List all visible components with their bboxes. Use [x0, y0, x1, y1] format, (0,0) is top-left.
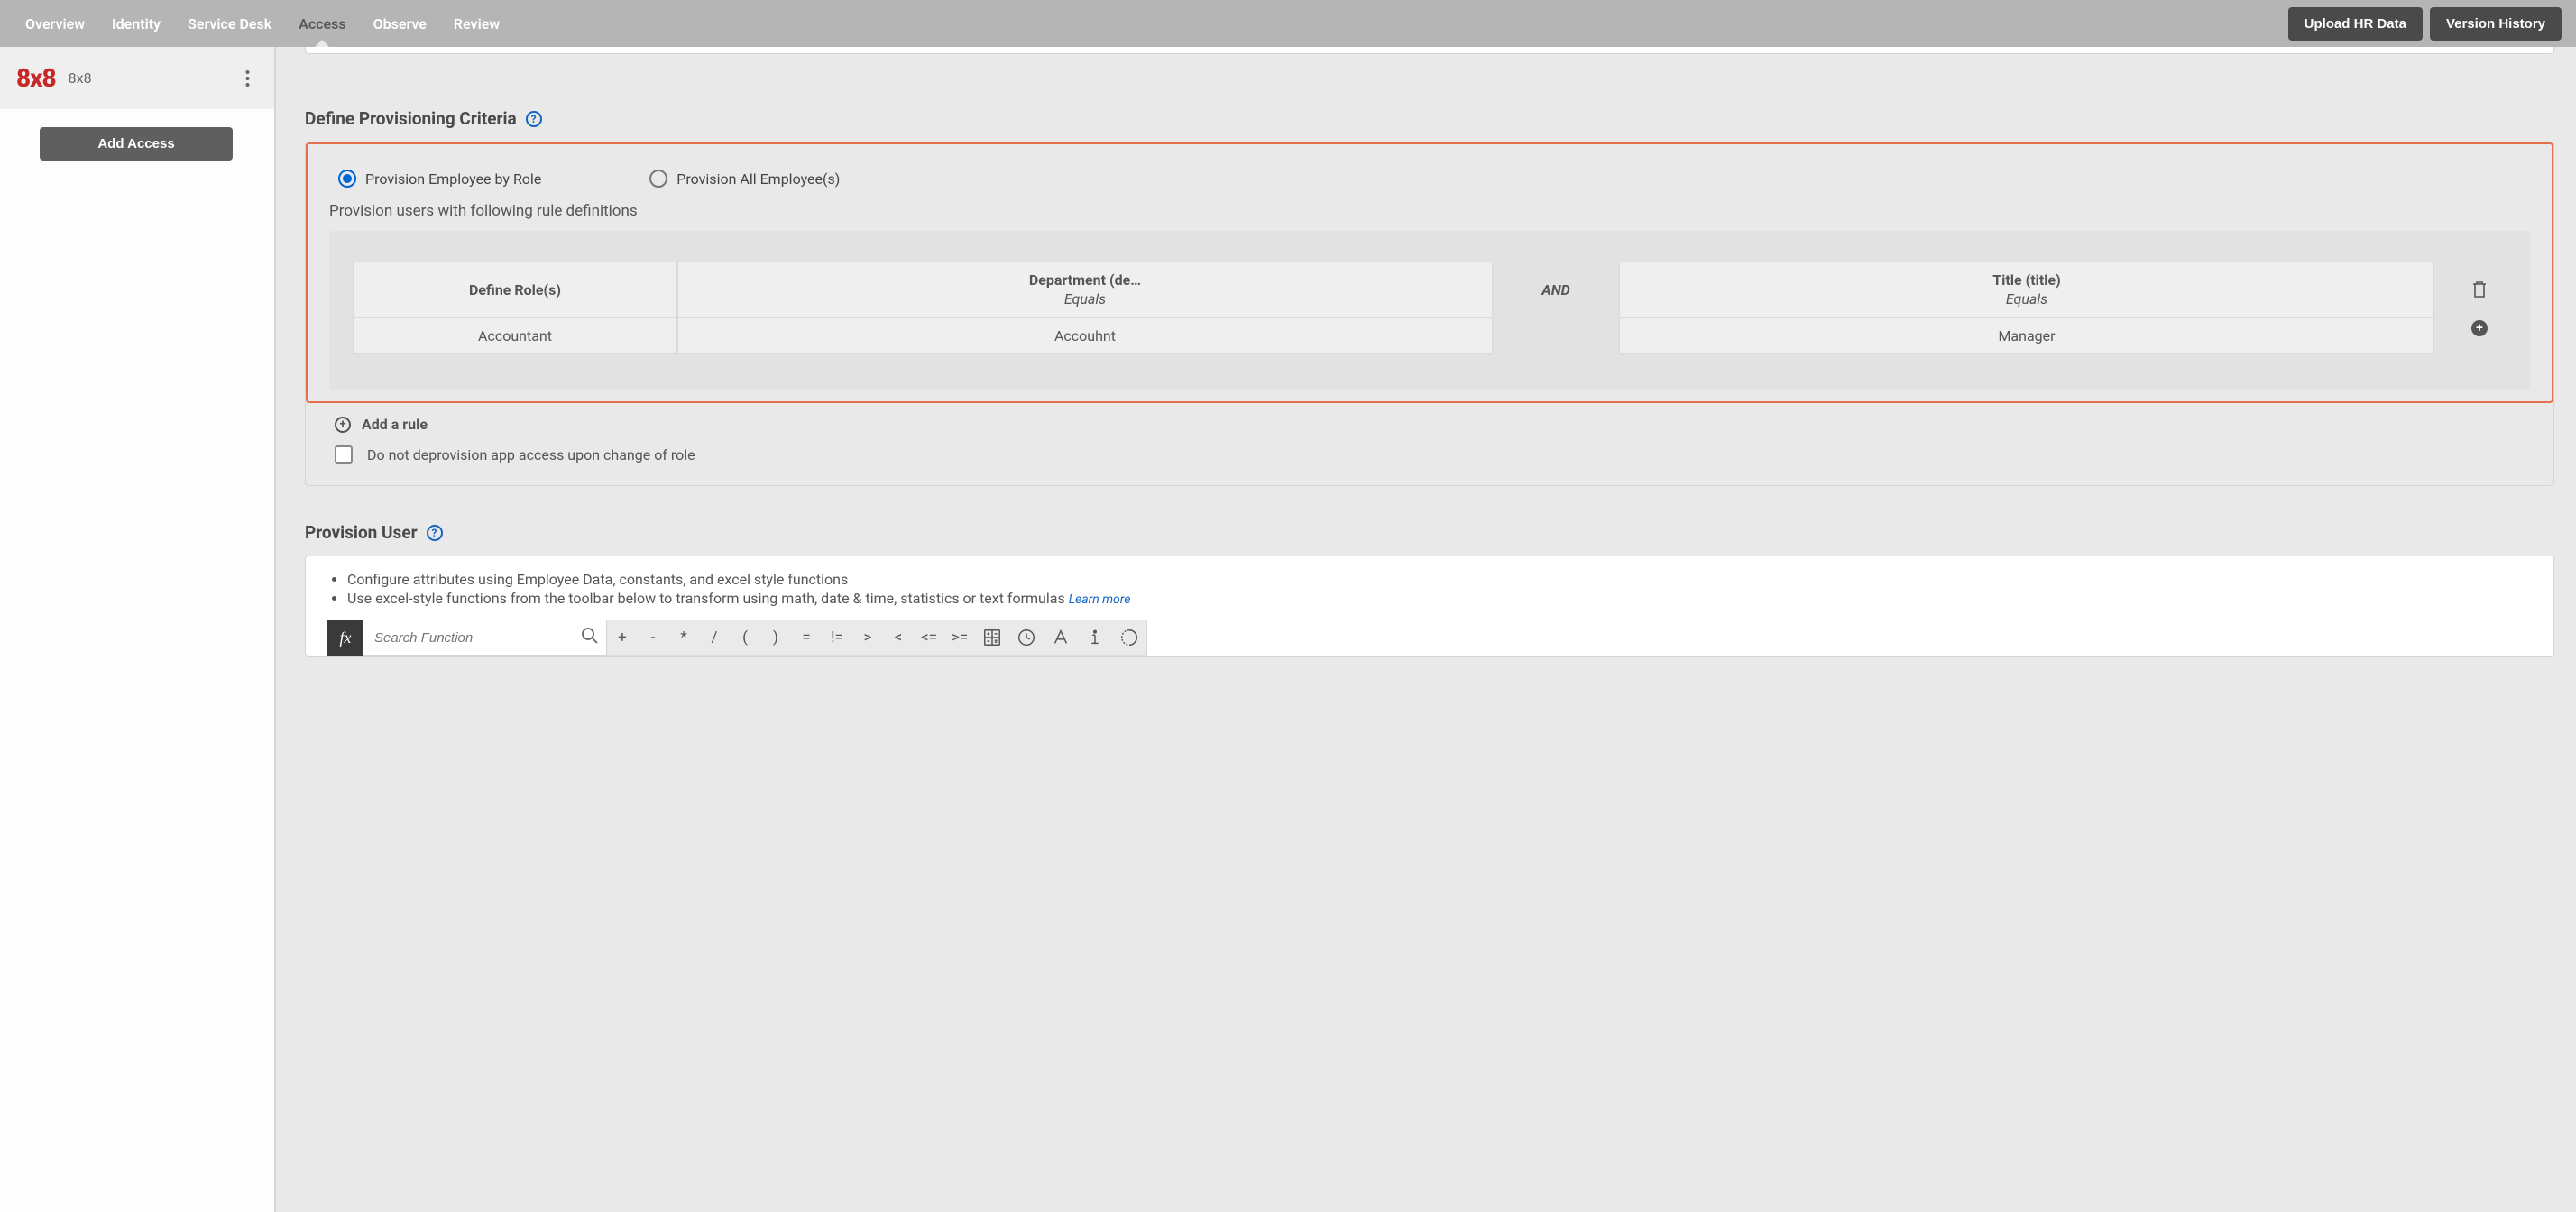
radio-icon	[338, 170, 356, 188]
op-divide[interactable]: /	[699, 620, 730, 655]
and-spacer	[1493, 317, 1619, 354]
provision-user-section-title: Provision User	[305, 522, 418, 543]
app-name-label: 8x8	[69, 69, 92, 87]
op-greater[interactable]: >	[852, 620, 883, 655]
add-rule-button[interactable]: + Add a rule	[335, 416, 2528, 433]
tab-overview[interactable]: Overview	[25, 15, 85, 32]
logic-category-icon[interactable]	[1112, 620, 1146, 655]
op-lte[interactable]: <=	[914, 620, 944, 655]
math-category-icon[interactable]	[975, 620, 1009, 655]
search-icon[interactable]	[581, 627, 599, 648]
criteria-highlight-frame: Provision Employee by Role Provision All…	[306, 142, 2553, 403]
tab-review[interactable]: Review	[454, 15, 500, 32]
op-paren-close[interactable]: )	[760, 620, 791, 655]
title-header-text: Title (title)	[1992, 271, 2061, 289]
radio-provision-by-role[interactable]: Provision Employee by Role	[338, 170, 541, 188]
op-gte[interactable]: >=	[944, 620, 975, 655]
version-history-button[interactable]: Version History	[2430, 7, 2562, 41]
deprovision-checkbox[interactable]	[335, 445, 353, 464]
search-function-input[interactable]	[363, 620, 606, 655]
delete-rule-icon[interactable]	[2471, 280, 2488, 298]
define-roles-header: Define Role(s)	[353, 262, 677, 317]
info-category-icon[interactable]	[1078, 620, 1112, 655]
title-cell[interactable]: Manager	[1619, 317, 2434, 354]
tab-observe[interactable]: Observe	[373, 15, 427, 32]
radio-all-label: Provision All Employee(s)	[676, 170, 840, 188]
formula-toolbar: fx + - * / ( ) = != > <	[327, 620, 2532, 656]
topnav-tabs: Overview Identity Service Desk Access Ob…	[14, 15, 500, 32]
fx-indicator: fx	[327, 620, 363, 656]
add-access-button[interactable]: Add Access	[40, 127, 233, 161]
learn-more-link[interactable]: Learn more	[1069, 592, 1131, 607]
datetime-category-icon[interactable]	[1009, 620, 1044, 655]
tab-identity[interactable]: Identity	[112, 15, 161, 32]
op-plus[interactable]: +	[607, 620, 638, 655]
previous-card-edge	[305, 47, 2554, 54]
provision-bullet-1: Configure attributes using Employee Data…	[347, 571, 2532, 588]
sidebar-header: 8x8 8x8	[0, 47, 274, 109]
provision-bullet-2-text: Use excel-style functions from the toolb…	[347, 590, 1065, 607]
top-nav: Overview Identity Service Desk Access Ob…	[0, 0, 2576, 47]
tab-access[interactable]: Access	[299, 15, 345, 32]
radio-by-role-label: Provision Employee by Role	[365, 170, 541, 188]
department-column-header[interactable]: Department (de… Equals	[677, 262, 1493, 317]
app-logo: 8x8	[16, 63, 56, 93]
radio-provision-all[interactable]: Provision All Employee(s)	[649, 170, 840, 188]
criteria-card: Provision Employee by Role Provision All…	[305, 142, 2554, 486]
department-op-label: Equals	[685, 290, 1485, 308]
add-condition-icon[interactable]: +	[2471, 320, 2488, 336]
op-minus[interactable]: -	[638, 620, 668, 655]
more-menu-icon[interactable]	[236, 68, 258, 89]
op-equals[interactable]: =	[791, 620, 822, 655]
main-content: Define Provisioning Criteria ? Provision…	[276, 47, 2576, 1212]
title-op-label: Equals	[1627, 290, 2426, 308]
title-column-header[interactable]: Title (title) Equals	[1619, 262, 2434, 317]
provision-user-card: Configure attributes using Employee Data…	[305, 556, 2554, 656]
tab-service-desk[interactable]: Service Desk	[188, 15, 271, 32]
help-icon[interactable]: ?	[526, 111, 542, 127]
rules-container: Define Role(s) Department (de… Equals AN…	[329, 231, 2530, 390]
criteria-section-title: Define Provisioning Criteria	[305, 108, 517, 129]
department-header-text: Department (de…	[1029, 271, 1141, 289]
text-category-icon[interactable]	[1044, 620, 1078, 655]
add-rule-label: Add a rule	[362, 416, 428, 433]
department-cell[interactable]: Accouhnt	[677, 317, 1493, 354]
op-less[interactable]: <	[883, 620, 914, 655]
plus-icon: +	[335, 417, 351, 433]
radio-icon	[649, 170, 667, 188]
provision-bullet-2: Use excel-style functions from the toolb…	[347, 590, 2532, 607]
help-icon[interactable]: ?	[427, 525, 443, 541]
op-paren-open[interactable]: (	[730, 620, 760, 655]
rule-table: Define Role(s) Department (de… Equals AN…	[353, 262, 2434, 354]
and-operator-label: AND	[1493, 262, 1619, 317]
role-cell[interactable]: Accountant	[353, 317, 677, 354]
upload-hr-data-button[interactable]: Upload HR Data	[2288, 7, 2423, 41]
rule-intro-text: Provision users with following rule defi…	[329, 202, 2530, 231]
sidebar: 8x8 8x8 Add Access	[0, 47, 276, 1212]
op-not-equals[interactable]: !=	[822, 620, 852, 655]
op-multiply[interactable]: *	[668, 620, 699, 655]
deprovision-checkbox-label: Do not deprovision app access upon chang…	[367, 446, 695, 464]
